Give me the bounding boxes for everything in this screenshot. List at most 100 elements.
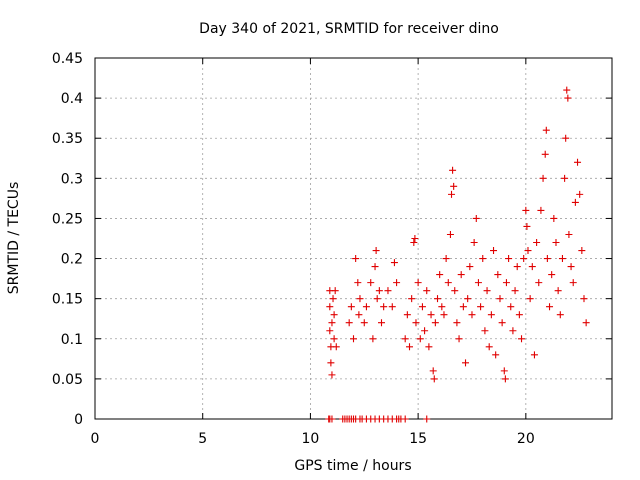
data-point (345, 319, 353, 327)
data-point (561, 174, 569, 182)
tick-labels: 0 5 10 15 20 0 0.05 0.1 0.15 0.2 0.25 0.3 0.35 0.4 0.4… (52, 51, 535, 447)
data-point (408, 295, 416, 303)
data-point (326, 303, 334, 311)
data-point (378, 319, 386, 327)
data-point (468, 311, 476, 319)
data-point (505, 255, 513, 263)
data-point (393, 279, 401, 287)
data-point (533, 239, 541, 247)
data-point (362, 303, 370, 311)
plot-frame (94, 57, 613, 420)
data-point (548, 271, 556, 279)
data-point (494, 271, 502, 279)
data-point (477, 303, 485, 311)
data-point (453, 319, 461, 327)
data-point (360, 319, 368, 327)
data-point (550, 214, 558, 222)
data-point (423, 287, 431, 295)
data-point (524, 247, 532, 255)
data-point (554, 287, 562, 295)
y-tick-label: 0.15 (52, 292, 83, 308)
data-point (582, 319, 590, 327)
data-point (490, 247, 498, 255)
data-point (487, 311, 495, 319)
data-point (580, 295, 588, 303)
data-point (542, 126, 550, 134)
data-point (369, 335, 377, 343)
data-point (464, 295, 472, 303)
x-tick-label: 10 (302, 431, 320, 447)
y-tick-label: 0.45 (52, 51, 83, 67)
data-point (444, 279, 452, 287)
data-point (502, 279, 510, 287)
data-point (483, 287, 491, 295)
x-tick-label: 0 (91, 431, 100, 447)
data-point (430, 375, 438, 383)
data-point (380, 303, 388, 311)
data-point (354, 279, 362, 287)
data-point (523, 222, 531, 230)
data-point (501, 375, 509, 383)
data-point (537, 206, 545, 214)
y-tick-label: 0.05 (52, 372, 83, 388)
data-point (327, 359, 335, 367)
x-tick-label: 15 (409, 431, 427, 447)
data-point (431, 319, 439, 327)
data-point (355, 311, 363, 319)
data-point (451, 287, 459, 295)
data-point (569, 279, 577, 287)
data-point (328, 319, 336, 327)
data-point (481, 327, 489, 335)
data-point (401, 335, 409, 343)
data-point (331, 287, 339, 295)
data-point (384, 287, 392, 295)
data-point (526, 295, 534, 303)
data-point (375, 287, 383, 295)
data-point (372, 247, 380, 255)
data-point (414, 279, 422, 287)
data-point (332, 343, 340, 351)
data-point (436, 271, 444, 279)
data-point (330, 311, 338, 319)
data-point (564, 94, 572, 102)
data-point (472, 214, 480, 222)
data-point (416, 335, 424, 343)
data-point (466, 263, 474, 271)
axis-ticks (94, 57, 612, 420)
data-point (328, 415, 336, 423)
data-point (329, 295, 337, 303)
data-point (518, 335, 526, 343)
data-point (574, 158, 582, 166)
data-point (352, 255, 360, 263)
data-point (442, 255, 450, 263)
y-tick-label: 0 (74, 412, 83, 428)
data-points (325, 86, 590, 423)
data-point (423, 415, 431, 423)
data-point (449, 166, 457, 174)
data-point (565, 230, 573, 238)
data-point (411, 235, 419, 242)
data-point (556, 311, 564, 319)
x-tick-label: 20 (517, 431, 535, 447)
data-point (539, 174, 547, 182)
data-point (412, 319, 420, 327)
data-point (440, 311, 448, 319)
data-point (552, 239, 560, 247)
data-point (427, 311, 435, 319)
data-point (513, 263, 521, 271)
data-point (410, 239, 418, 247)
data-point (567, 263, 575, 271)
data-point (373, 295, 381, 303)
data-point (509, 327, 517, 335)
data-point (520, 255, 528, 263)
data-point (543, 255, 551, 263)
data-point (500, 367, 508, 375)
data-point (406, 343, 414, 351)
data-point (421, 327, 429, 335)
data-point (455, 335, 463, 343)
data-point (474, 279, 482, 287)
data-point (522, 206, 530, 214)
data-point (367, 279, 375, 287)
data-point (511, 287, 519, 295)
x-tick-label: 5 (198, 431, 207, 447)
